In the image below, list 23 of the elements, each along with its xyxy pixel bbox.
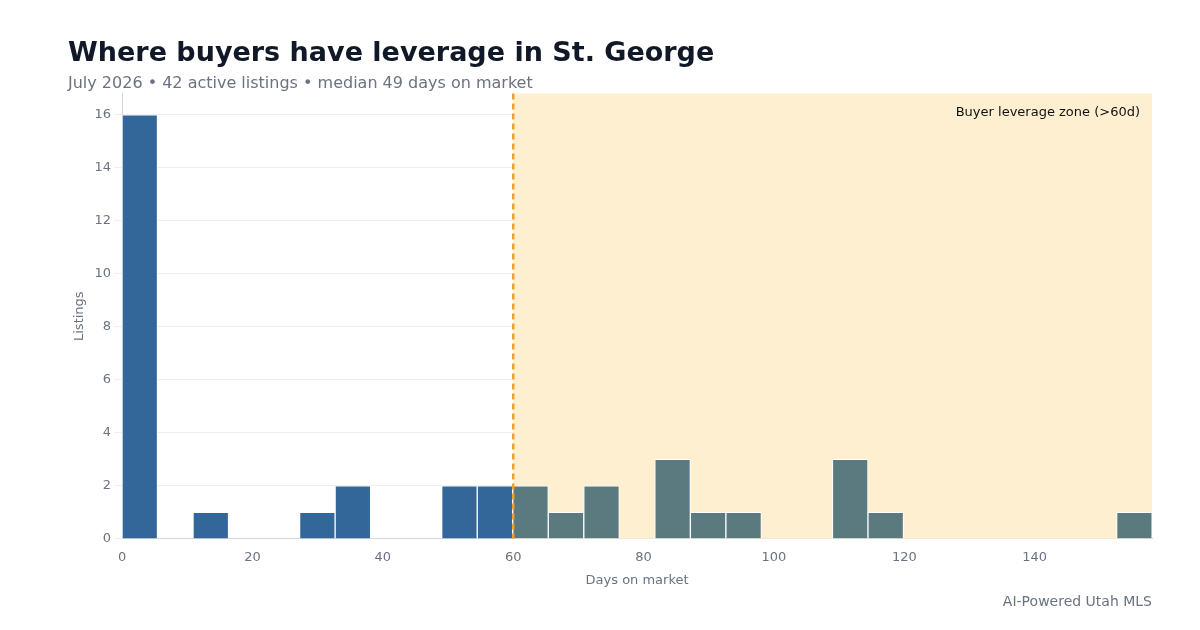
y-tick-label: 0 [102,530,112,546]
y-tick-label: 10 [94,265,112,281]
x-axis-title: Days on market [585,571,689,587]
text: AI-Powered Utah MLS [1002,593,1153,609]
x-tick-label: 60 [504,548,522,564]
x-tick-label: 20 [244,548,261,564]
x-tick-label: 80 [635,548,652,564]
chart-subtitle: July 2026 • 42 active listings • median 49 days on market [67,73,533,93]
y-tick-label: 6 [102,371,112,387]
y-tick-label: 4 [102,424,112,440]
x-tick-label: 140 [1022,548,1048,564]
y-axis-title: Listings [71,291,87,341]
x-tick-label: 0 [118,548,127,564]
x-tick-label: 120 [891,548,917,564]
x-tick-label: 100 [761,548,787,564]
chart-title: Where buyers have leverage in St. George [68,36,715,68]
y-tick-label: 12 [94,212,112,228]
y-tick-label: 14 [94,159,112,175]
y-tick-label: 2 [102,477,112,493]
y-tick-label: 16 [94,106,112,122]
band-label: Buyer leverage zone (>60d) [955,103,1141,119]
y-tick-label: 8 [102,318,112,334]
x-tick-label: 40 [374,548,392,564]
